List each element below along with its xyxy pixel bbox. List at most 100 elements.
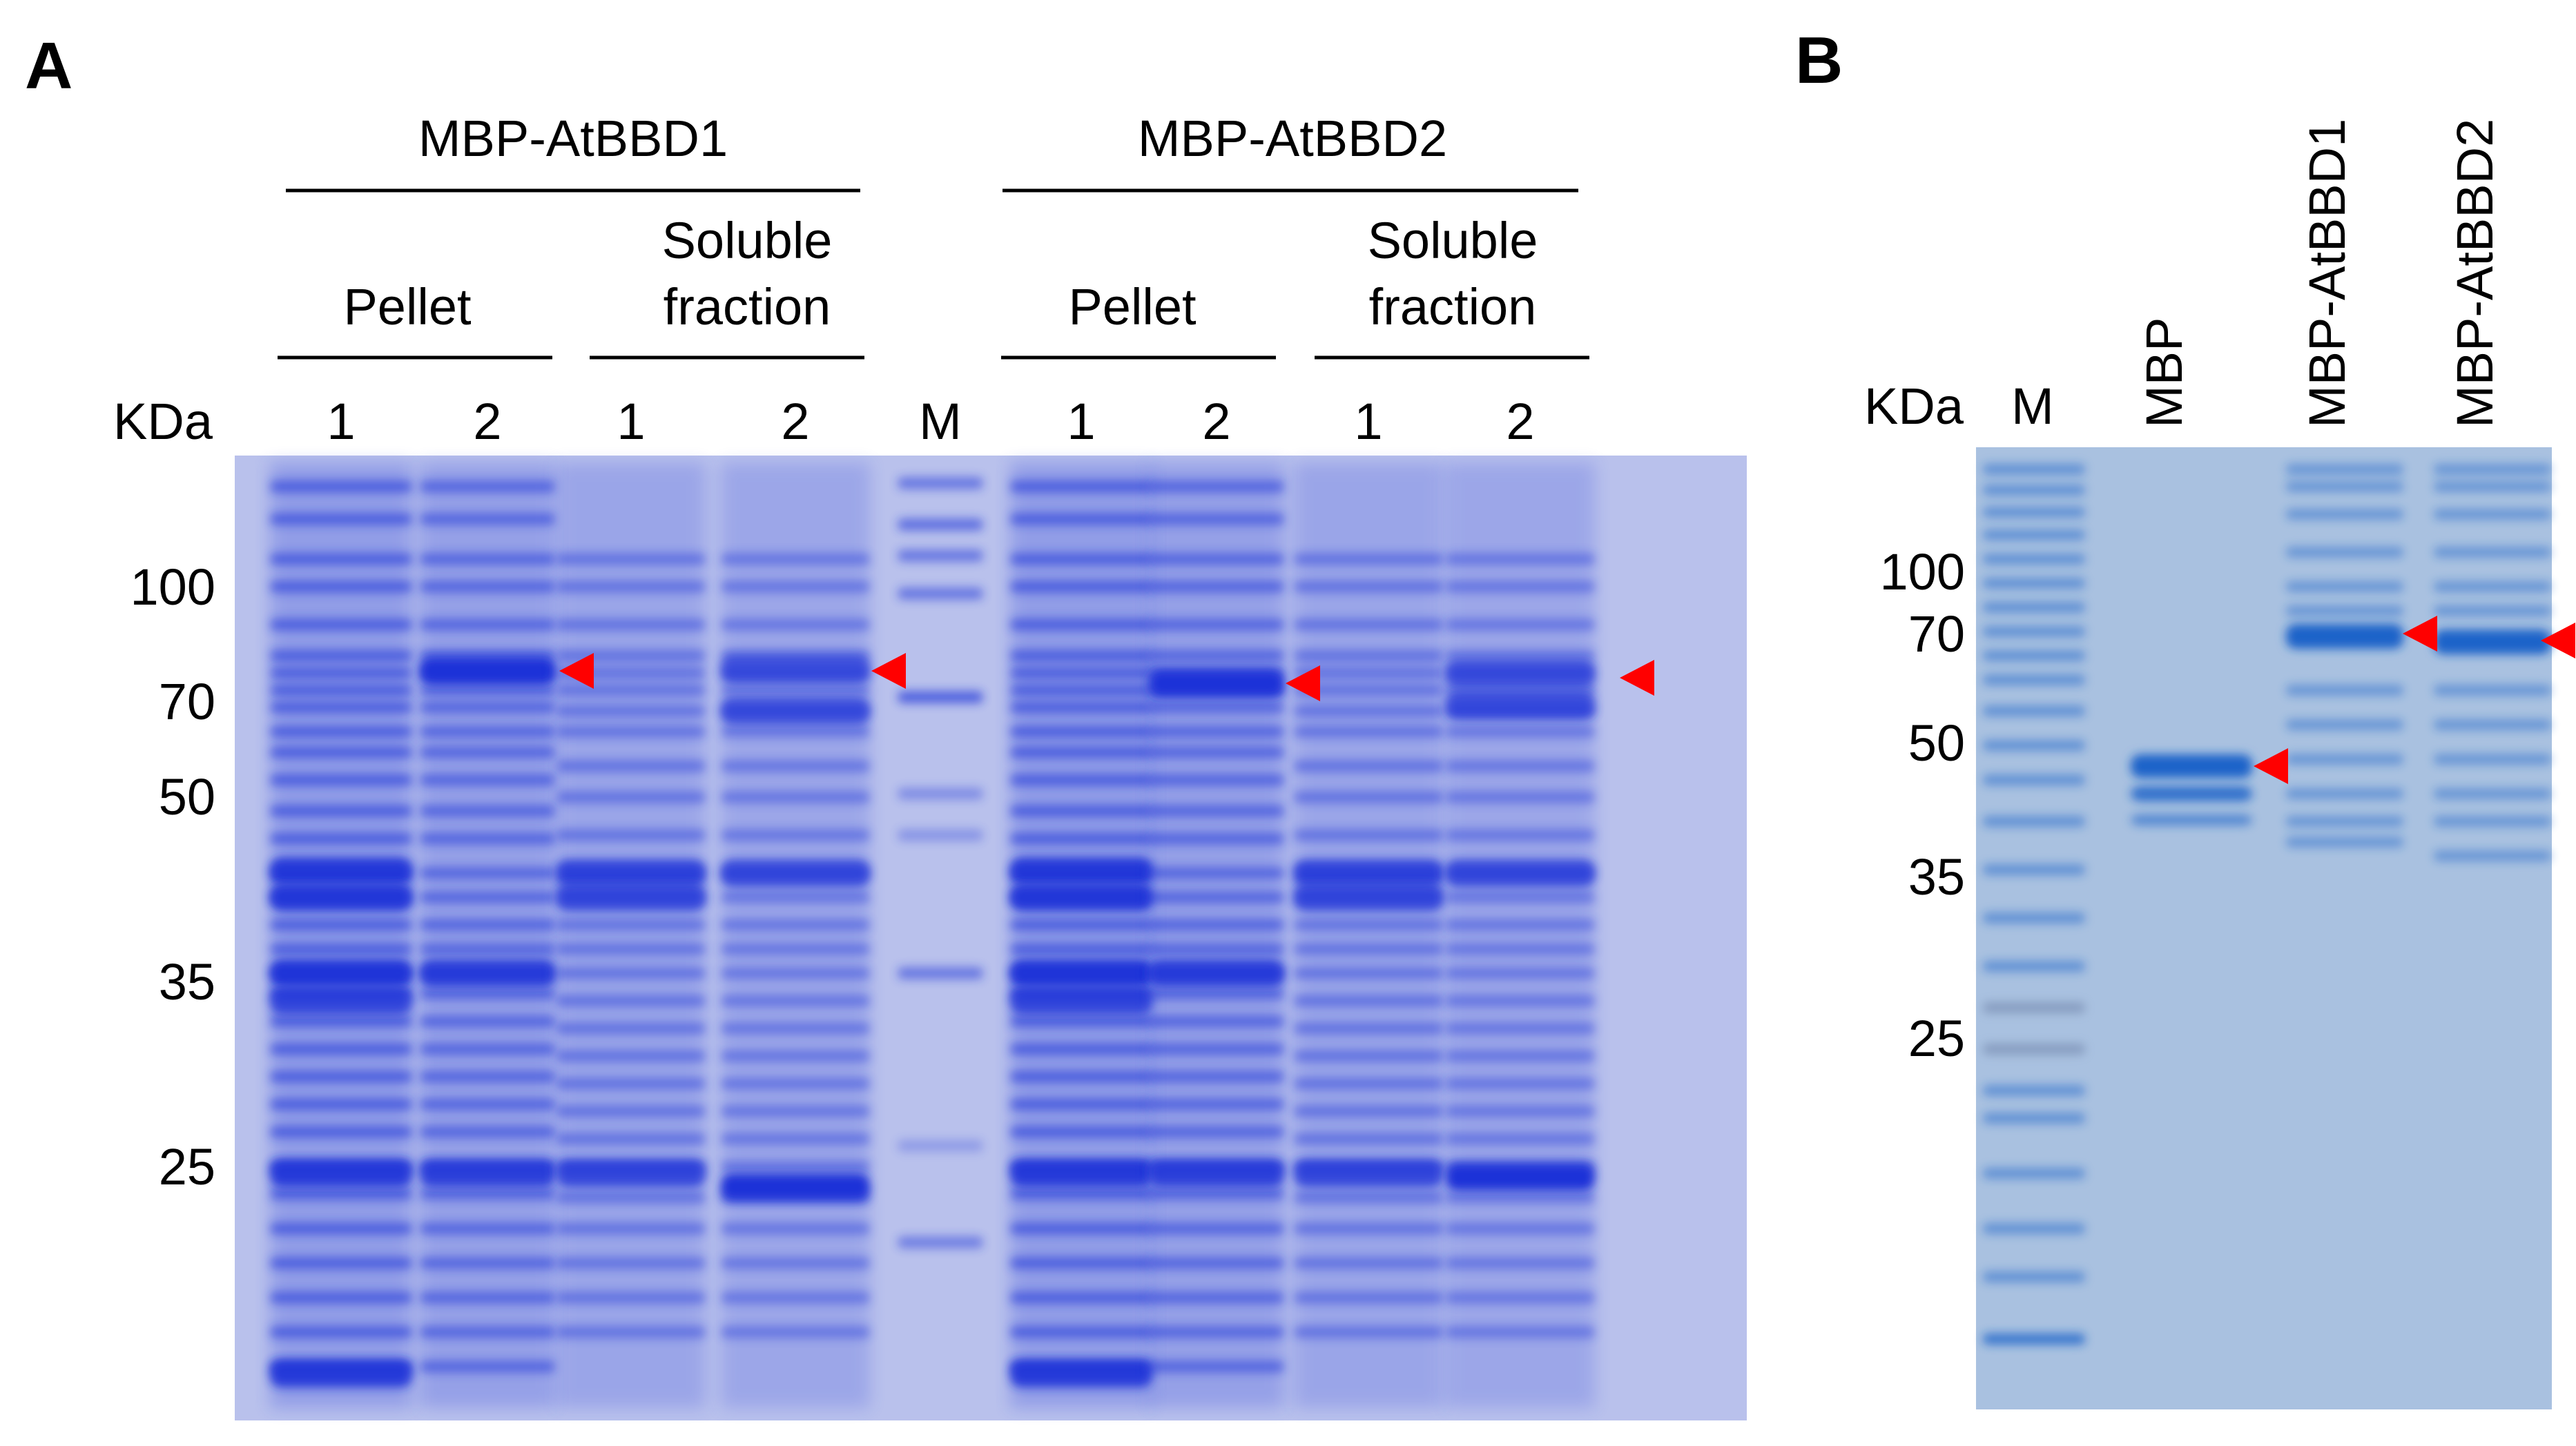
gel-band xyxy=(1149,513,1284,525)
gel-a-lane-1 xyxy=(270,462,412,1408)
gel-band xyxy=(420,919,555,931)
gel-band-strong xyxy=(270,857,412,885)
marker-band xyxy=(1983,529,2085,540)
marker-band xyxy=(1983,1223,2085,1234)
gel-band xyxy=(420,1098,555,1111)
gel-band xyxy=(556,649,706,662)
gel-band-strong xyxy=(1010,883,1152,911)
gel-band xyxy=(2434,719,2551,730)
marker-band xyxy=(898,549,983,562)
gel-band xyxy=(556,1133,706,1145)
marker-band xyxy=(1983,816,2085,827)
marker-band xyxy=(1983,674,2085,685)
gel-band xyxy=(420,701,555,714)
band-arrow-a-4 xyxy=(1620,660,1654,696)
gel-band xyxy=(2434,464,2551,475)
mw-marker-a-35: 35 xyxy=(159,953,215,1010)
gel-a-lane-3 xyxy=(556,462,706,1408)
gel-a-arrows xyxy=(559,653,1654,701)
gel-a-lane-2 xyxy=(420,462,555,1408)
panel-b-letter: B xyxy=(1795,23,1843,97)
gel-band-strong xyxy=(1149,1160,1284,1187)
gel-band xyxy=(420,832,555,845)
lane-label-b-marker: M xyxy=(2011,378,2054,435)
gel-band xyxy=(2286,719,2403,730)
gel-band xyxy=(1294,1257,1443,1269)
gel-band xyxy=(556,995,706,1007)
mw-marker-a-25: 25 xyxy=(159,1138,215,1195)
gel-band xyxy=(1294,1326,1443,1338)
gel-band xyxy=(556,1191,706,1204)
marker-band xyxy=(1983,626,2085,637)
gel-band xyxy=(556,1222,706,1235)
gel-band xyxy=(1149,480,1284,493)
gel-band xyxy=(1149,805,1284,817)
marker-band xyxy=(1983,961,2085,972)
mw-marker-a-100: 100 xyxy=(130,558,215,616)
gel-band-strong xyxy=(1446,1163,1595,1191)
gel-band xyxy=(1446,1191,1595,1204)
lane-label-b-mbp: MBP xyxy=(2136,317,2193,428)
gel-band xyxy=(721,618,870,631)
gel-band xyxy=(420,1188,555,1200)
gel-band xyxy=(270,618,412,631)
gel-band xyxy=(721,1077,870,1090)
marker-band xyxy=(898,691,983,703)
panel-a-letter: A xyxy=(25,29,72,103)
gel-band xyxy=(1010,667,1152,679)
gel-band xyxy=(270,1257,412,1269)
gel-band xyxy=(721,829,870,841)
gel-band xyxy=(420,480,555,493)
gel-band xyxy=(420,867,555,879)
gel-band xyxy=(2434,605,2551,616)
marker-band xyxy=(1983,578,2085,589)
gel-band xyxy=(1149,1015,1284,1028)
gel-band xyxy=(556,725,706,738)
gel-band xyxy=(270,919,412,931)
gel-band-strong xyxy=(270,883,412,911)
mw-marker-b-70: 70 xyxy=(1908,605,1965,663)
gel-band-strong xyxy=(420,657,555,685)
band-arrow-b-2 xyxy=(2403,616,2437,652)
gel-band xyxy=(420,1257,555,1269)
gel-band xyxy=(556,1105,706,1117)
gel-band xyxy=(1446,649,1595,662)
marker-band xyxy=(1983,740,2085,751)
gel-b-marker-lane xyxy=(1983,464,2085,1345)
gel-band xyxy=(270,513,412,525)
gel-band xyxy=(1294,1133,1443,1145)
gel-band xyxy=(556,943,706,955)
marker-band xyxy=(1983,485,2085,496)
gel-band xyxy=(556,829,706,841)
gel-band xyxy=(721,1105,870,1117)
gel-band xyxy=(1010,1098,1152,1111)
gel-band xyxy=(2434,788,2551,799)
gel-band xyxy=(2286,837,2403,848)
marker-band xyxy=(1983,912,2085,924)
gel-band-strong xyxy=(1010,987,1152,1015)
gel-band xyxy=(1149,553,1284,565)
gel-band xyxy=(2434,685,2551,696)
band-arrow-b-3 xyxy=(2541,623,2575,658)
gel-band xyxy=(2434,509,2551,520)
gel-band-strong xyxy=(420,959,555,987)
gel-band xyxy=(721,919,870,931)
band-arrow-a-1 xyxy=(559,653,594,689)
gel-band xyxy=(721,1160,870,1173)
gel-band xyxy=(1149,1257,1284,1269)
gel-band xyxy=(1446,580,1595,593)
gel-band xyxy=(1010,919,1152,931)
gel-band xyxy=(721,791,870,803)
gel-band xyxy=(270,1188,412,1200)
gel-band xyxy=(1446,967,1595,979)
gel-band xyxy=(721,684,870,696)
gel-band-strong xyxy=(270,1360,412,1387)
gel-band xyxy=(556,1257,706,1269)
gel-band xyxy=(270,684,412,696)
gel-band xyxy=(270,667,412,679)
gel-a-lane-8 xyxy=(1446,462,1595,1408)
gel-band xyxy=(556,705,706,717)
gel-band xyxy=(420,746,555,759)
gel-band xyxy=(1010,553,1152,565)
